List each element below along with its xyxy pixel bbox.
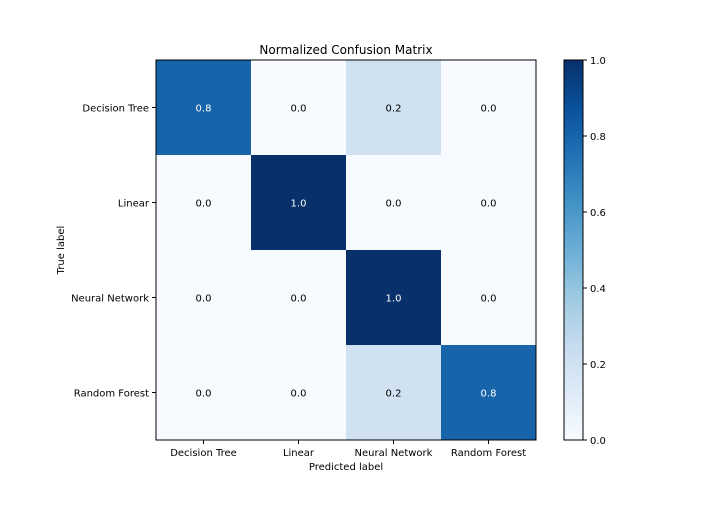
y-tick-label: Neural Network <box>71 294 149 305</box>
heatmap-cell-label: 0.8 <box>196 104 212 115</box>
y-tick-label: Random Forest <box>74 389 149 400</box>
heatmap-cell <box>251 155 347 251</box>
heatmap-cell-label: 0.2 <box>386 389 402 400</box>
heatmap-cell-label: 0.0 <box>481 199 497 210</box>
heatmap-cell-label: 0.0 <box>291 389 307 400</box>
heatmap-cell <box>346 155 442 251</box>
x-tick-label: Decision Tree <box>170 448 237 459</box>
x-tick-label: Neural Network <box>355 448 433 459</box>
x-axis-label: Predicted label <box>309 462 383 473</box>
heatmap-cell-label: 1.0 <box>386 294 402 305</box>
heatmap-cell-label: 0.0 <box>386 199 402 210</box>
heatmap-cell-label: 0.0 <box>196 199 212 210</box>
chart-title: Normalized Confusion Matrix <box>259 43 432 57</box>
y-axis-label: True label <box>56 226 67 276</box>
heatmap-cell <box>156 250 252 346</box>
y-tick-label: Decision Tree <box>82 104 149 115</box>
heatmap-cell-label: 0.0 <box>196 389 212 400</box>
x-tick-label: Random Forest <box>451 448 526 459</box>
heatmap-cell <box>346 345 442 441</box>
x-axis-ticks: Decision Tree Linear Neural Network Random … <box>170 440 526 459</box>
colorbar-tick-label: 0.4 <box>590 284 606 295</box>
colorbar-tick-label: 0.0 <box>590 436 606 447</box>
colorbar-tick-label: 1.0 <box>590 56 606 67</box>
heatmap-cell-label: 0.8 <box>481 389 497 400</box>
heatmap-cell <box>156 345 252 441</box>
heatmap-cell <box>251 60 347 156</box>
heatmap-cell <box>251 345 347 441</box>
colorbar <box>563 59 584 441</box>
colorbar-tick-label: 0.6 <box>590 208 606 219</box>
heatmap-cell-label: 0.0 <box>291 294 307 305</box>
heatmap-cell-label: 1.0 <box>291 199 307 210</box>
heatmap-cell-labels: 0.8 0.0 0.2 0.0 0.0 1.0 0.0 0.0 0.0 0.0 1.0 0.0 0.0 0… <box>196 104 497 400</box>
colorbar-tick-label: 0.2 <box>590 360 606 371</box>
heatmap-cell-label: 0.0 <box>291 104 307 115</box>
heatmap-cell-label: 0.0 <box>481 294 497 305</box>
colorbar-ticks: 0.0 0.2 0.4 0.6 0.8 1.0 <box>583 56 606 447</box>
heatmap-cell <box>441 60 537 156</box>
heatmap-cell <box>441 155 537 251</box>
heatmap-cell <box>156 155 252 251</box>
heatmap-cell <box>251 250 347 346</box>
plot-frame <box>155 59 537 441</box>
heatmap-cell <box>346 250 442 346</box>
y-axis-ticks: Decision Tree Linear Neural Network Random … <box>71 104 156 400</box>
heatmap-cell <box>346 60 442 156</box>
colorbar-tick-label: 0.8 <box>590 132 606 143</box>
y-tick-label: Linear <box>118 199 150 210</box>
heatmap-cell-label: 0.0 <box>196 294 212 305</box>
heatmap-cell-label: 0.0 <box>481 104 497 115</box>
x-tick-label: Linear <box>283 448 315 459</box>
heatmap-cells <box>156 60 537 441</box>
heatmap-cell <box>441 345 537 441</box>
heatmap-cell <box>441 250 537 346</box>
heatmap-cell <box>156 60 252 156</box>
heatmap-cell-label: 0.2 <box>386 104 402 115</box>
